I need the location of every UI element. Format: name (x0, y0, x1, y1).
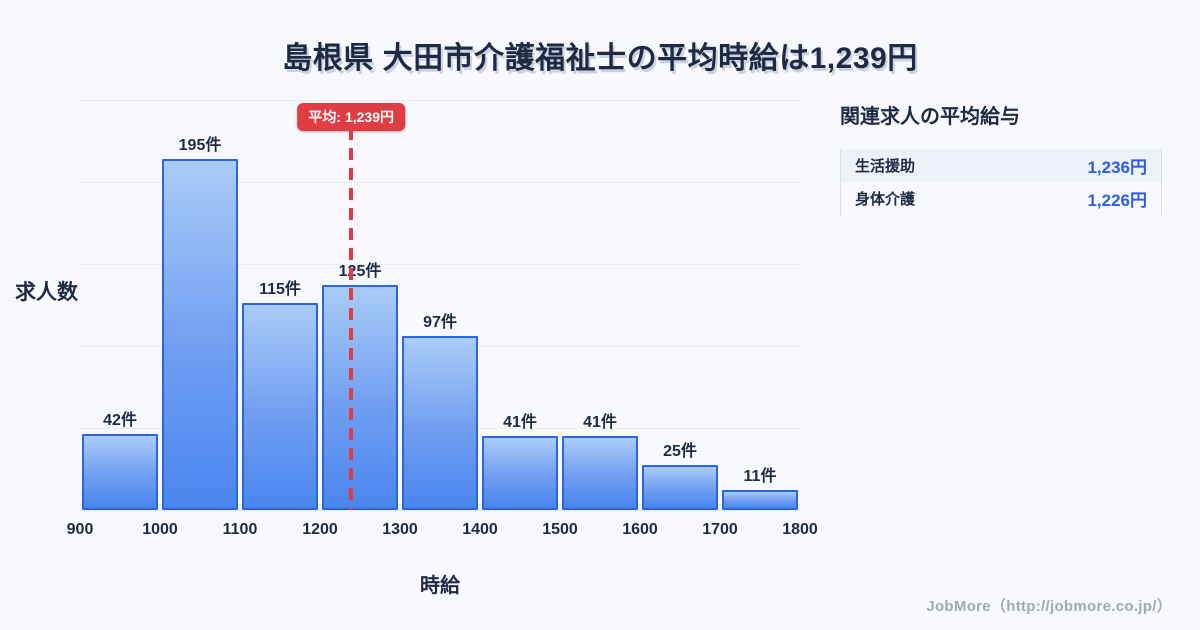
x-tick-label: 1500 (542, 521, 578, 538)
x-tick-label: 1600 (622, 521, 658, 538)
plot-area: 平均: 1,239円 42件 195件 115件 125件 97件 41件 41件 25件 11… (80, 100, 800, 511)
gridline (80, 100, 800, 101)
page-title: 島根県 大田市介護福祉士の平均時給は1,239円 (282, 42, 918, 75)
bar-value-label: 125件 (338, 263, 382, 280)
related-jobs-panel: 関連求人の平均給与 生活援助 1,236円身体介護 1,226円 (840, 100, 1162, 215)
salary-table: 生活援助 1,236円身体介護 1,226円 (840, 149, 1162, 215)
bar-value-label: 41件 (583, 414, 617, 431)
salary-row: 身体介護 1,226円 (841, 182, 1161, 215)
bar-value-label: 25件 (663, 443, 697, 460)
x-tick-label: 1300 (382, 521, 418, 538)
bar-value-label: 195件 (178, 137, 222, 154)
x-tick-label: 1800 (782, 521, 818, 538)
bar-value-label: 97件 (423, 314, 457, 331)
panel-title: 関連求人の平均給与 (840, 106, 1020, 128)
x-tick-label: 1000 (142, 521, 178, 538)
wage-histogram-chart: 平均: 1,239円 42件 195件 115件 125件 97件 41件 41件 25件 11… (15, 100, 818, 597)
bar-value-label: 115件 (259, 281, 301, 298)
x-tick-label: 900 (66, 521, 94, 538)
salary-row: 生活援助 1,236円 (841, 149, 1161, 182)
histogram-bar (402, 336, 478, 510)
histogram-bar (242, 303, 318, 510)
footer-credit: JobMore（http://jobmore.co.jp/） (926, 598, 1172, 615)
bar-value-label: 11件 (743, 468, 777, 485)
bar-value-label: 42件 (103, 412, 137, 429)
average-line (349, 128, 354, 510)
histogram-bar (642, 465, 718, 510)
x-tick-label: 1400 (462, 521, 498, 538)
histogram-bar (322, 285, 398, 510)
histogram-bar (562, 436, 638, 510)
gridline (80, 182, 800, 183)
salary-row-label: 身体介護 (855, 191, 916, 208)
y-axis-label: 求人数 (15, 281, 78, 304)
histogram-bar (722, 490, 798, 510)
x-tick-label: 1700 (702, 521, 738, 538)
average-badge: 平均: 1,239円 (297, 103, 405, 131)
salary-row-label: 生活援助 (855, 158, 916, 175)
histogram-bar (482, 436, 558, 510)
salary-row-value: 1,236円 (1087, 158, 1147, 177)
x-tick-label: 1200 (302, 521, 338, 538)
x-tick-label: 1100 (222, 521, 258, 538)
gridline (80, 510, 800, 511)
gridline (80, 264, 800, 265)
x-axis-ticks: 900 1000 1100 1200 1300 1400 1500 1600 1700 1800 (67, 521, 818, 541)
salary-row-value: 1,226円 (1087, 191, 1147, 210)
x-axis-label: 時給 (420, 575, 460, 597)
bar-value-label: 41件 (503, 414, 537, 431)
histogram-bar (162, 159, 238, 510)
histogram-bar (82, 434, 158, 510)
